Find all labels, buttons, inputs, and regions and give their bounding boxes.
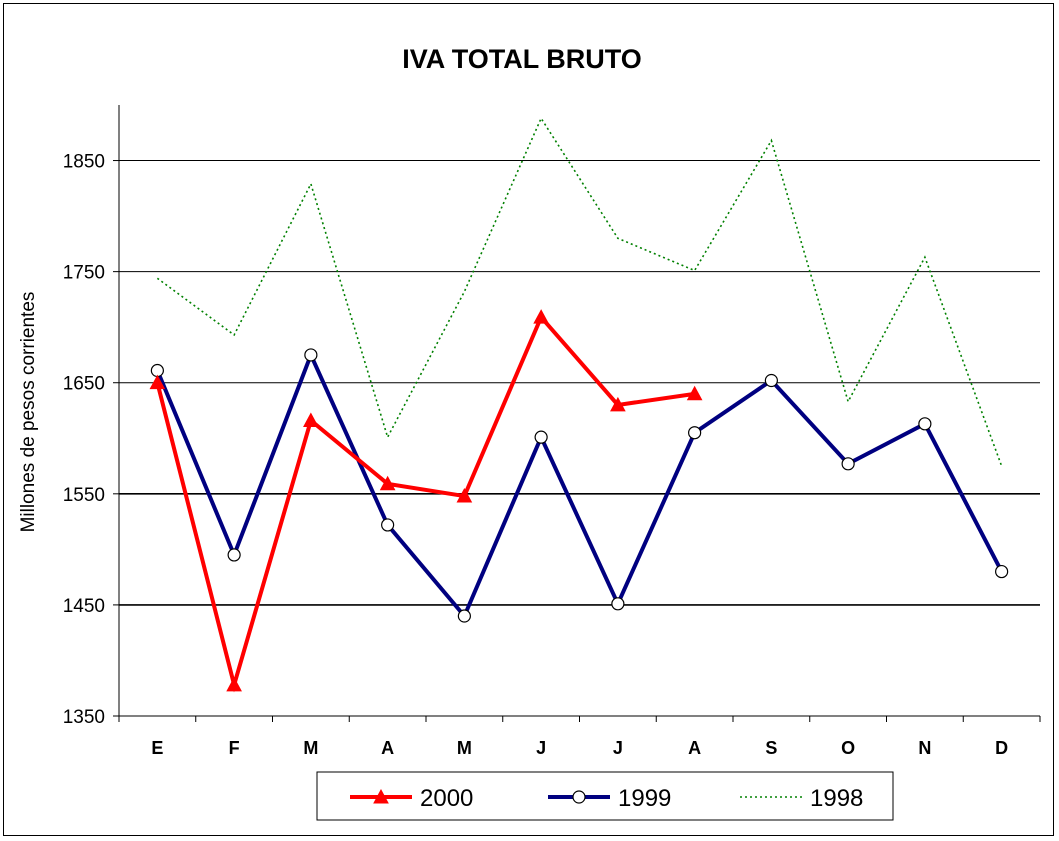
data-point (381, 518, 395, 532)
x-tick-label: J (613, 738, 623, 758)
data-point (379, 475, 396, 491)
x-tick-label: F (229, 738, 240, 758)
data-point (534, 430, 548, 444)
series-2000 (149, 309, 703, 693)
data-point (610, 396, 626, 412)
y-tick-label: 1450 (63, 596, 105, 617)
y-axis-label: Millones de pesos corrientes (18, 292, 39, 533)
data-point (764, 373, 778, 388)
legend-marker (373, 788, 389, 804)
data-point (841, 457, 855, 471)
series-line-1999 (155, 349, 1004, 620)
data-point (303, 412, 319, 427)
data-point (688, 426, 702, 440)
data-point (304, 348, 318, 362)
data-point (227, 548, 241, 562)
axes (113, 105, 1041, 722)
data-point (918, 417, 932, 431)
x-tick-label: D (995, 738, 1008, 758)
x-tick-label: N (918, 738, 931, 758)
data-point (457, 609, 471, 623)
series-1999 (150, 348, 1009, 623)
data-point (533, 309, 549, 324)
series-line-2000 (155, 313, 695, 693)
data-point (226, 676, 242, 692)
legend-entry-2000: 2000 (350, 785, 473, 812)
y-tick-label: 1850 (63, 152, 105, 173)
x-tick-label: O (841, 738, 855, 758)
data-point (995, 564, 1009, 579)
legend-marker (572, 790, 586, 804)
y-tick-label: 1350 (63, 707, 105, 728)
legend-label: 1999 (618, 785, 671, 812)
data-point (611, 597, 625, 611)
x-tick-label: J (536, 738, 546, 758)
x-tick-label: A (381, 738, 394, 758)
y-tick-label: 1550 (63, 485, 105, 506)
x-tick-label: A (688, 738, 701, 758)
series (149, 116, 1009, 693)
data-point (149, 374, 166, 390)
legend-entry-1998: 1998 (740, 785, 863, 812)
legend-entry-1999: 1999 (548, 785, 671, 812)
data-point (456, 487, 473, 503)
series-line-1998 (156, 116, 1003, 467)
x-tick-label: E (151, 738, 163, 758)
legend-label: 1998 (810, 785, 863, 812)
grid-lines (119, 160, 1040, 606)
x-tick-label: M (303, 738, 318, 758)
chart-title: IVA TOTAL BRUTO (402, 44, 642, 74)
data-point (686, 385, 703, 401)
legend-label: 2000 (420, 785, 473, 812)
x-tick-label: M (457, 738, 472, 758)
y-tick-label: 1650 (63, 374, 105, 395)
y-tick-label: 1750 (63, 263, 105, 284)
series-1998 (156, 116, 1003, 467)
legend: 2000 1999 1998 (316, 771, 894, 821)
y-tick-labels: 1350 1450 1550 1650 1750 1850 (63, 152, 105, 728)
x-tick-label: S (765, 738, 777, 758)
